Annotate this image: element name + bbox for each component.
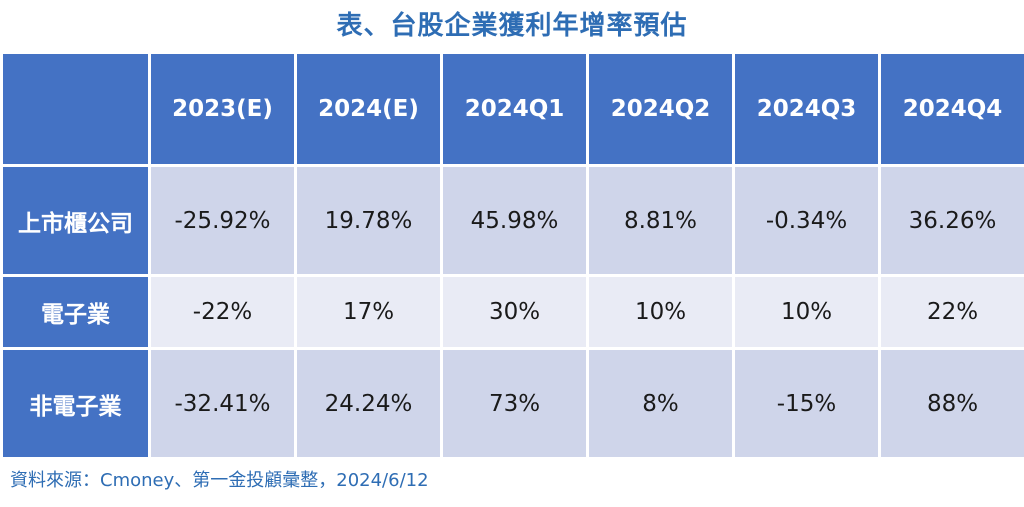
source-note: 資料來源：Cmoney、第一金投顧彙整，2024/6/12 [10,470,429,491]
table-row: 上市櫃公司 -25.92% 19.78% 45.98% 8.81% -0.34%… [0,164,1024,277]
table-cell: 8.81% [586,164,735,277]
table-cell: -25.92% [148,164,297,277]
row-label-non-electronics: 非電子業 [0,347,151,460]
table-row: 非電子業 -32.41% 24.24% 73% 8% -15% 88% [0,347,1024,460]
table-cell: 19.78% [294,164,443,277]
table-cell: -0.34% [732,164,881,277]
table-cell: 10% [586,274,735,350]
table-cell: 8% [586,347,735,460]
table-cell: -15% [732,347,881,460]
table-row: 電子業 -22% 17% 30% 10% 10% 22% [0,274,1024,350]
row-label-electronics: 電子業 [0,274,151,350]
table-cell: 22% [878,274,1024,350]
row-label-listed-otc: 上市櫃公司 [0,164,151,277]
table-cell: 30% [440,274,589,350]
header-row: 2023(E) 2024(E) 2024Q1 2024Q2 2024Q3 202… [0,51,1024,167]
header-2023e: 2023(E) [148,51,297,167]
table-cell: 10% [732,274,881,350]
table-cell: 17% [294,274,443,350]
table-cell: 36.26% [878,164,1024,277]
table-cell: -22% [148,274,297,350]
earnings-growth-table: 2023(E) 2024(E) 2024Q1 2024Q2 2024Q3 202… [0,51,1024,460]
table-cell: -32.41% [148,347,297,460]
table-cell: 24.24% [294,347,443,460]
table-cell: 88% [878,347,1024,460]
header-2024e: 2024(E) [294,51,443,167]
header-2024q3: 2024Q3 [732,51,881,167]
table-title: 表、台股企業獲利年增率預估 [336,11,688,41]
header-corner [0,51,151,167]
header-2024q4: 2024Q4 [878,51,1024,167]
table-cell: 45.98% [440,164,589,277]
header-2024q2: 2024Q2 [586,51,735,167]
header-2024q1: 2024Q1 [440,51,589,167]
table-cell: 73% [440,347,589,460]
